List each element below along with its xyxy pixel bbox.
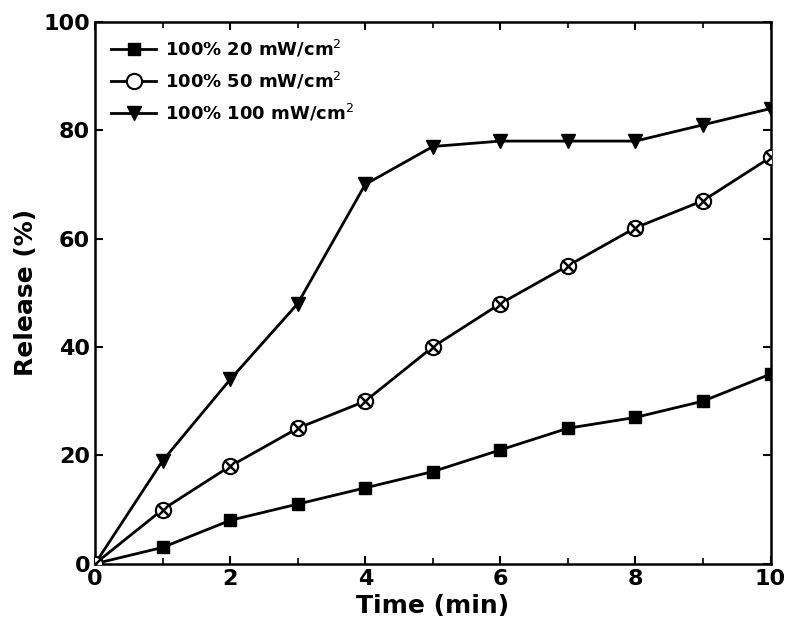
Line: 100% 20 mW/cm$^2$: 100% 20 mW/cm$^2$ (89, 368, 777, 570)
100% 20 mW/cm$^2$ (428, 468, 438, 475)
100% 20 mW/cm$^2$ (361, 484, 370, 492)
100% 20 mW/cm$^2$ (563, 425, 573, 432)
100% 100 mW/cm$^2$ (90, 560, 100, 568)
100% 50 mW/cm$^2$ (428, 343, 438, 351)
100% 20 mW/cm$^2$ (90, 560, 100, 568)
100% 50 mW/cm$^2$ (293, 425, 302, 432)
100% 100 mW/cm$^2$ (158, 457, 167, 465)
100% 20 mW/cm$^2$ (158, 544, 167, 551)
100% 20 mW/cm$^2$ (495, 446, 505, 454)
100% 50 mW/cm$^2$ (630, 224, 640, 231)
100% 100 mW/cm$^2$ (428, 143, 438, 150)
100% 20 mW/cm$^2$ (226, 516, 235, 524)
100% 50 mW/cm$^2$ (90, 560, 100, 568)
100% 50 mW/cm$^2$ (495, 300, 505, 307)
Line: 100% 50 mW/cm$^2$: 100% 50 mW/cm$^2$ (87, 150, 778, 571)
100% 100 mW/cm$^2$ (698, 121, 708, 129)
100% 100 mW/cm$^2$ (495, 137, 505, 145)
100% 50 mW/cm$^2$ (766, 154, 775, 161)
100% 100 mW/cm$^2$ (226, 375, 235, 383)
Line: 100% 100 mW/cm$^2$: 100% 100 mW/cm$^2$ (88, 102, 778, 571)
100% 20 mW/cm$^2$ (630, 413, 640, 421)
100% 100 mW/cm$^2$ (766, 105, 775, 112)
Legend: 100% 20 mW/cm$^2$, 100% 50 mW/cm$^2$, 100% 100 mW/cm$^2$: 100% 20 mW/cm$^2$, 100% 50 mW/cm$^2$, 10… (104, 31, 362, 130)
100% 20 mW/cm$^2$ (698, 398, 708, 405)
X-axis label: Time (min): Time (min) (356, 594, 510, 618)
100% 50 mW/cm$^2$ (698, 197, 708, 205)
100% 100 mW/cm$^2$ (361, 181, 370, 188)
100% 100 mW/cm$^2$ (293, 300, 302, 307)
Y-axis label: Release (%): Release (%) (14, 209, 38, 376)
100% 20 mW/cm$^2$ (766, 370, 775, 378)
100% 100 mW/cm$^2$ (563, 137, 573, 145)
100% 100 mW/cm$^2$ (630, 137, 640, 145)
100% 50 mW/cm$^2$ (226, 463, 235, 470)
100% 50 mW/cm$^2$ (158, 506, 167, 513)
100% 20 mW/cm$^2$ (293, 501, 302, 508)
100% 50 mW/cm$^2$ (563, 262, 573, 269)
100% 50 mW/cm$^2$ (361, 398, 370, 405)
